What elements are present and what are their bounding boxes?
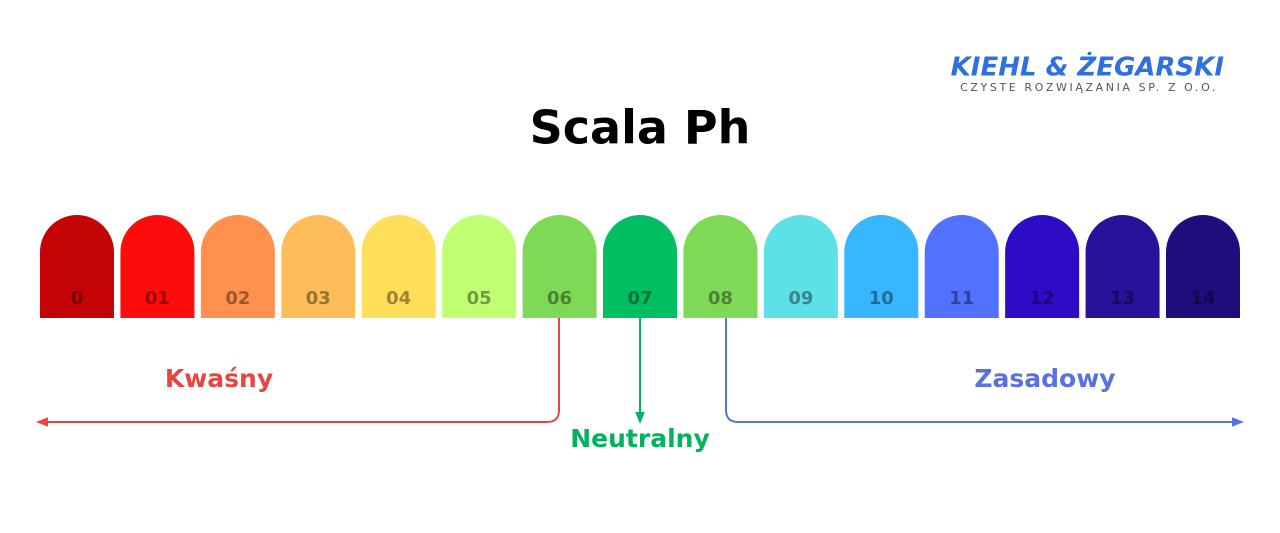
swatch bbox=[603, 215, 677, 318]
swatch bbox=[442, 214, 517, 318]
swatch-label: 14 bbox=[1190, 288, 1215, 309]
swatch bbox=[1085, 215, 1160, 318]
swatch bbox=[40, 215, 114, 318]
swatch bbox=[1005, 215, 1080, 318]
base-label: Zasadowy bbox=[974, 364, 1115, 393]
neutral-label: Neutralny bbox=[570, 424, 710, 453]
base-arrow bbox=[725, 318, 1244, 427]
swatch-label: 11 bbox=[949, 288, 974, 309]
swatch-label: 08 bbox=[708, 288, 733, 309]
swatch-label: 13 bbox=[1110, 288, 1135, 309]
swatch bbox=[281, 215, 356, 318]
swatch-label: 03 bbox=[306, 288, 331, 309]
swatch bbox=[924, 215, 999, 318]
swatch-label: 02 bbox=[225, 288, 250, 309]
logo-tagline: CZYSTE ROZWIĄZANIA SP. Z O.O. bbox=[960, 81, 1218, 94]
swatch bbox=[200, 215, 275, 318]
swatch-label: 12 bbox=[1030, 288, 1055, 309]
swatch-label: 07 bbox=[627, 288, 652, 309]
swatch bbox=[844, 215, 919, 318]
swatch-label: 05 bbox=[467, 288, 492, 309]
swatch bbox=[120, 215, 195, 318]
swatch bbox=[361, 215, 436, 318]
swatch-label: 0 bbox=[71, 288, 84, 309]
acid-label: Kwaśny bbox=[165, 364, 273, 393]
logo-name: KIEHL & ŻEGARSKI bbox=[951, 51, 1225, 83]
acid-arrow bbox=[36, 318, 560, 427]
swatch bbox=[1166, 215, 1240, 318]
swatch-label: 06 bbox=[547, 288, 572, 309]
swatch bbox=[763, 215, 838, 318]
title: Scala Ph bbox=[530, 101, 751, 155]
swatch-label: 01 bbox=[145, 288, 170, 309]
swatch-label: 10 bbox=[869, 288, 894, 309]
swatch bbox=[522, 215, 597, 318]
swatches: 0 01 02 03 04 05 06 07 08 09 10 11 12 13 14 bbox=[40, 214, 1240, 318]
swatch bbox=[683, 215, 758, 318]
swatch-label: 09 bbox=[788, 288, 813, 309]
swatch-label: 04 bbox=[386, 288, 411, 309]
